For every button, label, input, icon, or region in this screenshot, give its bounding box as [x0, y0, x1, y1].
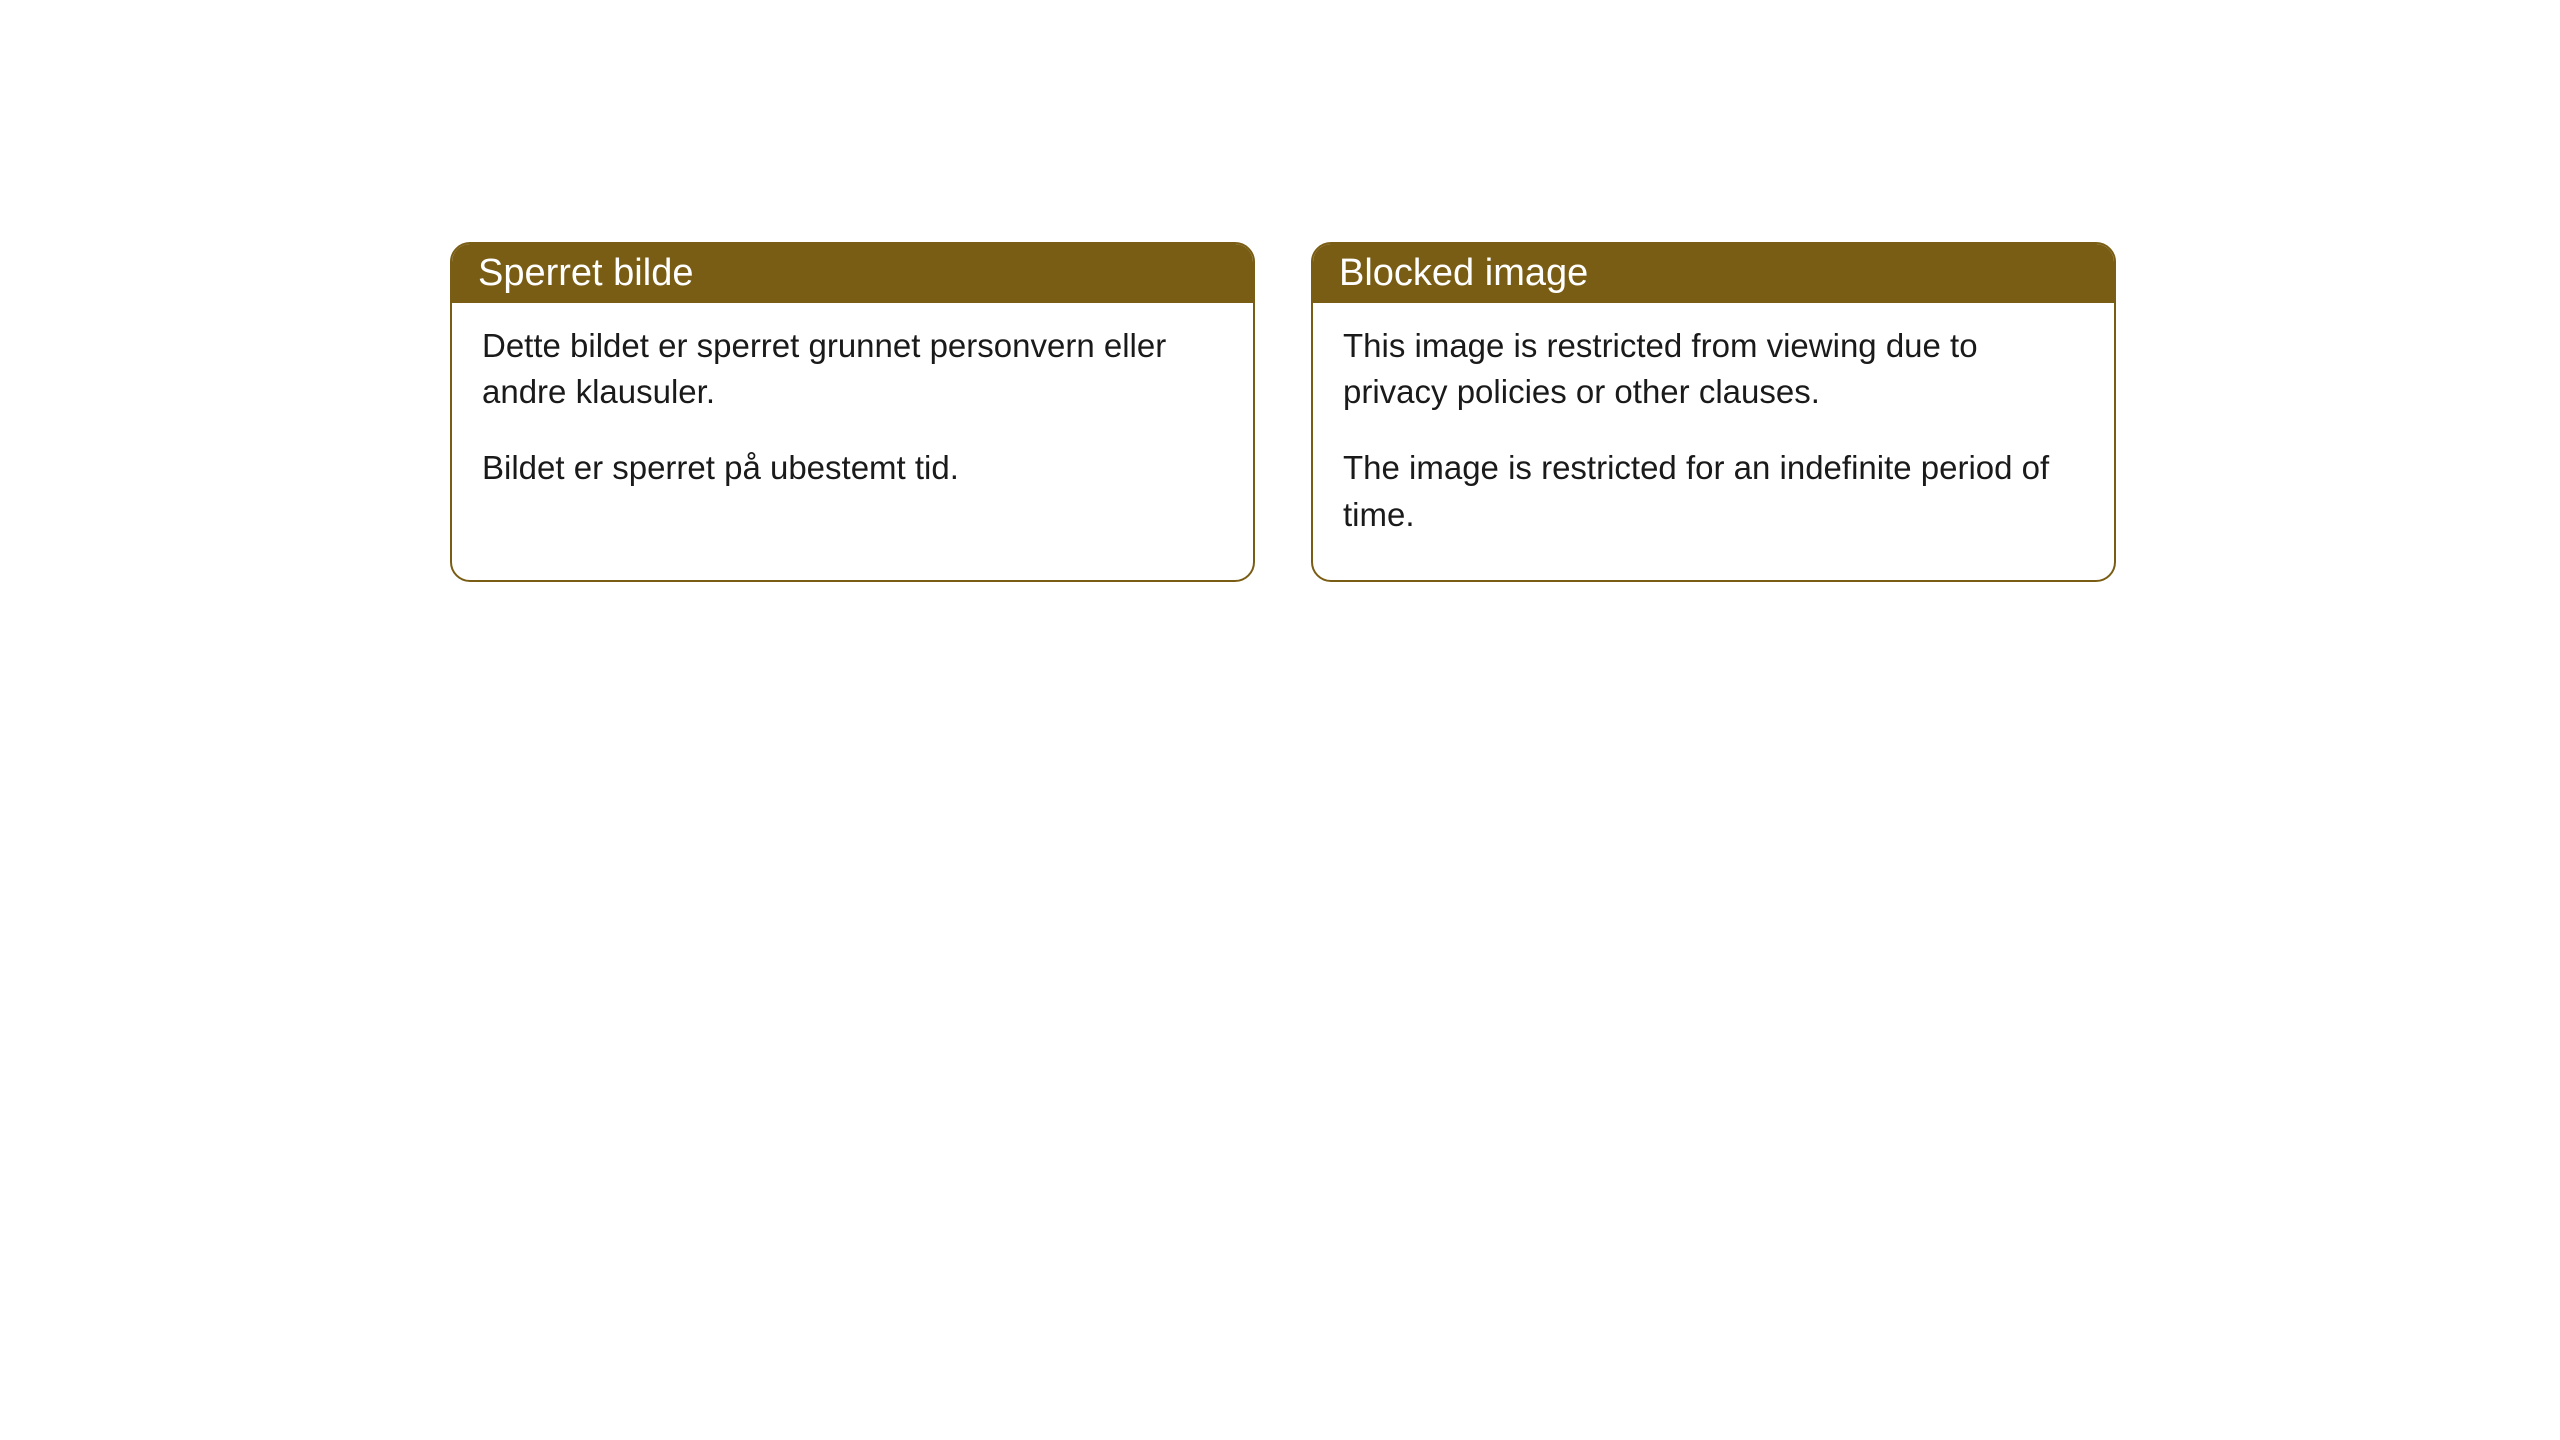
- card-title: Sperret bilde: [478, 252, 693, 294]
- card-header: Sperret bilde: [452, 244, 1253, 303]
- card-header: Blocked image: [1313, 244, 2114, 303]
- card-body: Dette bildet er sperret grunnet personve…: [452, 303, 1253, 534]
- card-body: This image is restricted from viewing du…: [1313, 303, 2114, 580]
- notice-container: Sperret bilde Dette bildet er sperret gr…: [450, 242, 2116, 582]
- card-title: Blocked image: [1339, 252, 1588, 294]
- card-paragraph-1: Dette bildet er sperret grunnet personve…: [482, 323, 1223, 415]
- card-paragraph-2: Bildet er sperret på ubestemt tid.: [482, 445, 1223, 491]
- notice-card-english: Blocked image This image is restricted f…: [1311, 242, 2116, 582]
- card-paragraph-1: This image is restricted from viewing du…: [1343, 323, 2084, 415]
- notice-card-norwegian: Sperret bilde Dette bildet er sperret gr…: [450, 242, 1255, 582]
- card-paragraph-2: The image is restricted for an indefinit…: [1343, 445, 2084, 537]
